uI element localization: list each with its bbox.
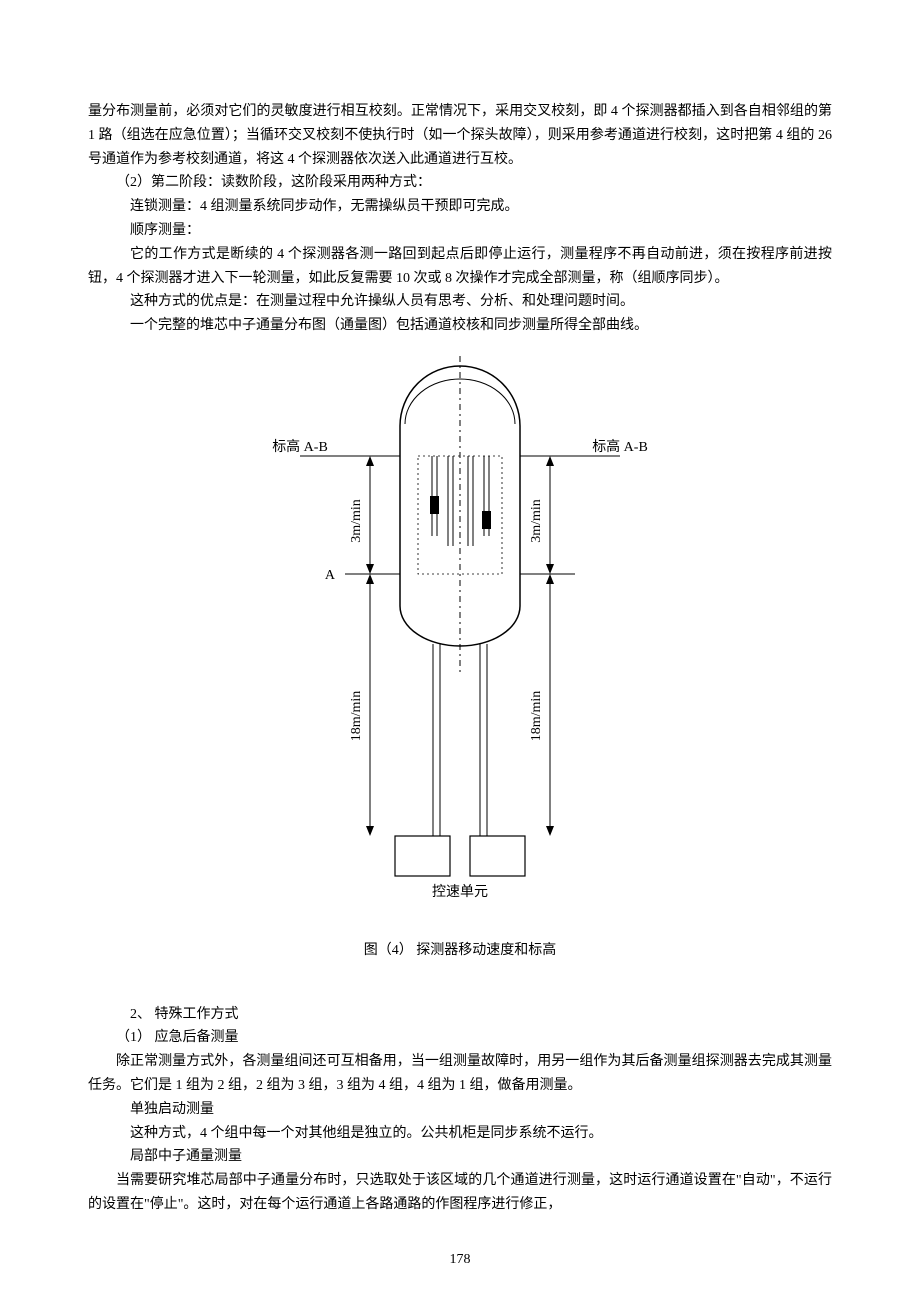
page-number: 178 [0,1248,920,1272]
figure-caption: 图（4） 探测器移动速度和标高 [88,939,832,963]
paragraph: （2）第二阶段：读数阶段，这阶段采用两种方式： [88,171,832,195]
label-elevation-left: 标高 A-B [272,438,328,455]
reactor-diagram-svg: 标高 A-B 标高 A-B A 3m/min 3m/min 18m/min [200,356,720,916]
label-control-unit: 控速单元 [432,884,488,900]
paragraph: 顺序测量： [88,219,832,243]
paragraph: 局部中子通量测量 [88,1145,832,1169]
paragraph: （1） 应急后备测量 [88,1026,832,1050]
page: 量分布测量前，必须对它们的灵敏度进行相互校刻。正常情况下，采用交叉校刻，即 4 … [0,0,920,1302]
paragraph: 单独启动测量 [88,1098,832,1122]
paragraph: 量分布测量前，必须对它们的灵敏度进行相互校刻。正常情况下，采用交叉校刻，即 4 … [88,100,832,171]
figure-diagram: 标高 A-B 标高 A-B A 3m/min 3m/min 18m/min [88,356,832,925]
paragraph: 这种方式，4 个组中每一个对其他组是独立的。公共机柜是同步系统不运行。 [88,1122,832,1146]
label-a: A [325,568,336,583]
paragraph: 2、 特殊工作方式 [88,1003,832,1027]
paragraph: 当需要研究堆芯局部中子通量分布时，只选取处于该区域的几个通道进行测量，这时运行通… [88,1169,832,1217]
label-speed-upper-right: 3m/min [529,499,544,543]
label-elevation-right: 标高 A-B [592,438,648,455]
paragraph: 它的工作方式是断续的 4 个探测器各测一路回到起点后即停止运行，测量程序不再自动… [88,243,832,291]
label-speed-lower-right: 18m/min [529,691,544,742]
paragraph: 一个完整的堆芯中子通量分布图（通量图）包括通道校核和同步测量所得全部曲线。 [88,314,832,338]
label-speed-upper-left: 3m/min [349,499,364,543]
label-speed-lower-left: 18m/min [349,691,364,742]
paragraph: 这种方式的优点是：在测量过程中允许操纵人员有思考、分析、和处理问题时间。 [88,290,832,314]
paragraph: 连锁测量：4 组测量系统同步动作，无需操纵员干预即可完成。 [88,195,832,219]
paragraph: 除正常测量方式外，各测量组间还可互相备用，当一组测量故障时，用另一组作为其后备测… [88,1050,832,1098]
